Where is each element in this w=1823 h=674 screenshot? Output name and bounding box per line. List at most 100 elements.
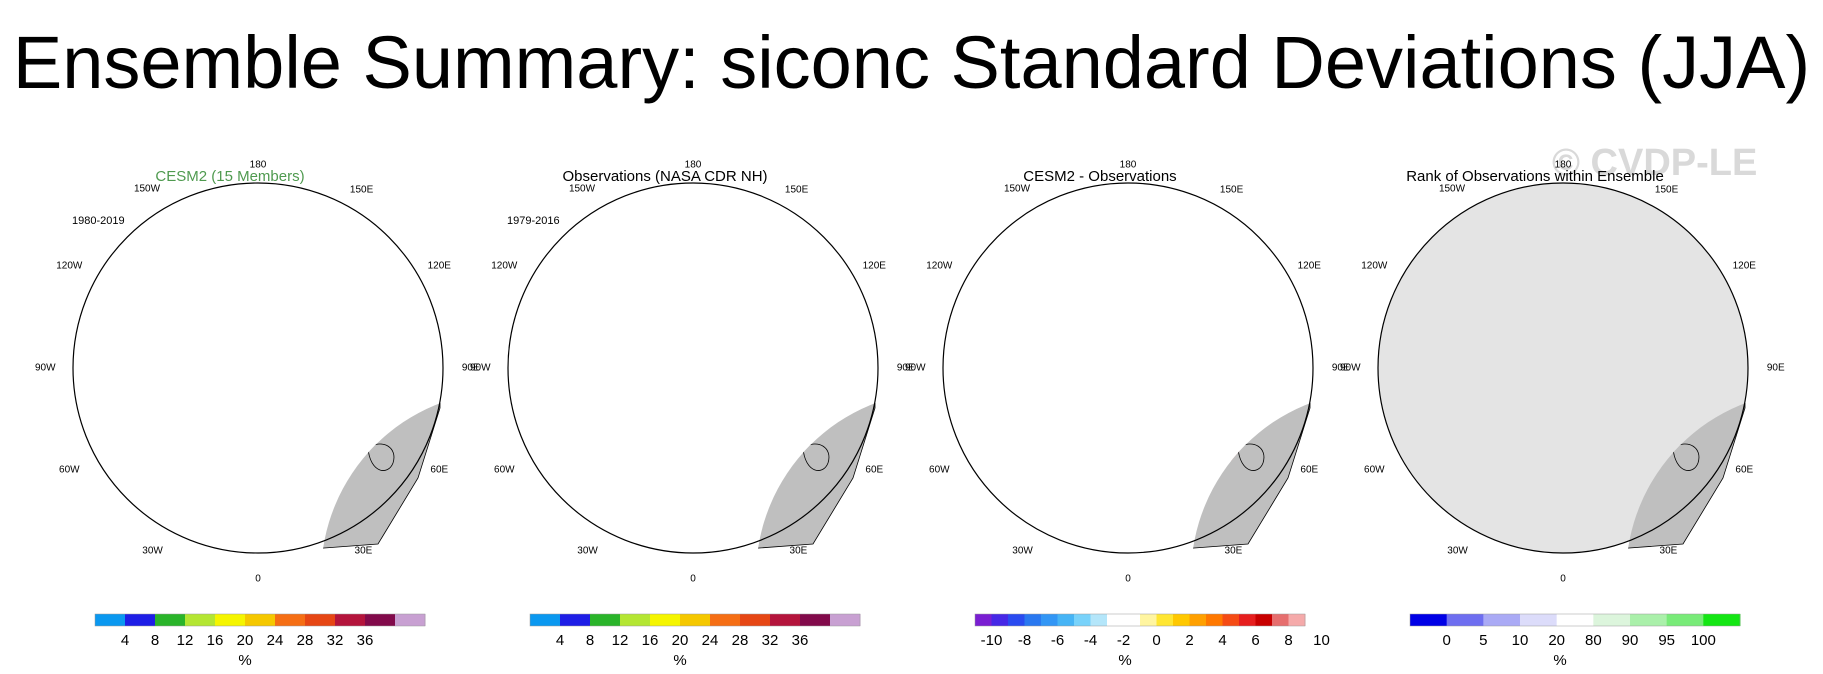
colorbar-swatch (1239, 614, 1256, 626)
colorbar-swatch (1556, 614, 1594, 626)
longitude-label: 180 (1554, 159, 1572, 170)
colorbar-unit: % (1553, 652, 1567, 669)
longitude-label: 60W (929, 464, 950, 476)
longitude-label: 120W (1361, 260, 1388, 272)
colorbar-swatch (1288, 614, 1306, 626)
colorbar-tick-label: 8 (150, 632, 160, 649)
longitude-label: 0 (1560, 573, 1566, 585)
page-title: Ensemble Summary: siconc Standard Deviat… (12, 21, 1811, 104)
colorbar-tick-label: 90 (1621, 632, 1639, 649)
land-mass-3 (1672, 443, 1700, 471)
longitude-label: 120E (1297, 260, 1321, 272)
longitude-label: 90E (461, 362, 480, 374)
land-mass-0 (1626, 391, 1746, 551)
colorbar-tick-label: 28 (296, 632, 314, 649)
longitude-label: 180 (684, 159, 702, 170)
colorbar-swatch (740, 614, 771, 626)
land-mass-0 (321, 391, 441, 551)
colorbar-swatch (1255, 614, 1273, 626)
colorbar-swatch (1074, 614, 1091, 626)
colorbar-tick-label: 28 (731, 632, 749, 649)
longitude-label: 90E (1331, 362, 1350, 374)
colorbar-tick-label: 10 (1313, 632, 1330, 649)
longitude-label: 120W (926, 260, 953, 272)
colorbar-swatch (125, 614, 156, 626)
longitude-label: 120W (491, 260, 518, 272)
longitude-label: 30W (1012, 545, 1033, 557)
colorbar-swatch (1206, 614, 1223, 626)
longitude-label: 0 (1125, 573, 1131, 585)
colorbar-swatch (1703, 614, 1741, 626)
colorbar-border (94, 613, 426, 627)
colorbar-tick-label: 24 (266, 632, 284, 649)
panel-title: Observations (NASA CDR NH) (562, 168, 768, 185)
polar-map (507, 182, 879, 554)
longitude-label: 90W (1339, 362, 1361, 374)
longitude-label: 150E (1219, 184, 1244, 196)
longitude-label: 90E (1766, 362, 1785, 374)
panel-title: CESM2 (15 Members) (155, 168, 305, 185)
map-background (508, 183, 878, 553)
panel-title: CESM2 - Observations (1023, 168, 1177, 185)
longitude-label: 0 (255, 573, 261, 585)
map-boundary (507, 182, 879, 554)
longitude-label: 180 (249, 159, 267, 170)
longitude-label: 120E (1732, 260, 1756, 272)
colorbar-swatch (1520, 614, 1558, 626)
colorbar: 4 8 12 16 20 24 28 32 36% (455, 612, 875, 672)
period-label: 1980-2019 (72, 215, 125, 227)
colorbar-tick-label: 0 (1442, 632, 1451, 649)
colorbar-swatch (560, 614, 591, 626)
colorbar-tick-label: 24 (701, 632, 719, 649)
colorbar-tick-label: 4 (555, 632, 565, 649)
colorbar-tick-label: -4 (1083, 632, 1098, 649)
colorbar-tick-label: 12 (611, 632, 629, 649)
colorbar-swatch (185, 614, 216, 626)
colorbar-tick-label: 32 (761, 632, 779, 649)
longitude-label: 0 (690, 573, 696, 585)
colorbar-tick-label: 8 (585, 632, 595, 649)
colorbar-tick-label: 6 (1251, 632, 1260, 649)
colorbar-tick-label: 20 (671, 632, 689, 649)
colorbar-tick-label: 16 (641, 632, 659, 649)
colorbar-swatch (1041, 614, 1058, 626)
panel-rank: Rank of Observations within Ensemble 180… (1315, 159, 1785, 670)
colorbar-swatch (1593, 614, 1631, 626)
colorbar-swatch (1140, 614, 1157, 626)
colorbar-unit: % (673, 652, 687, 669)
land-mass-0 (756, 391, 876, 551)
colorbar-tick-label: 20 (1548, 632, 1565, 649)
longitude-label: 120E (427, 260, 451, 272)
colorbar-swatch (991, 614, 1009, 626)
colorbar-swatch (245, 614, 276, 626)
colorbar: -10 -8 -6 -4 -2 0 2 4 6 8 10% (890, 612, 1330, 672)
longitude-label: 30E (789, 545, 808, 557)
colorbar-swatch (395, 614, 426, 626)
colorbar-swatch (620, 614, 651, 626)
map-background (1378, 183, 1748, 553)
watermark: © CVDP-LE (1552, 142, 1758, 184)
polar-map (1377, 182, 1749, 554)
land-mass-3 (1237, 443, 1265, 471)
longitude-label: 90E (896, 362, 915, 374)
map-boundary (72, 182, 444, 554)
colorbar-swatch (1008, 614, 1025, 626)
land-mass-0 (1191, 391, 1311, 551)
colorbar-tick-label: 12 (176, 632, 194, 649)
longitude-label: 60W (1364, 464, 1385, 476)
map-boundary (1377, 182, 1749, 554)
longitude-label: 150W (1438, 183, 1466, 195)
longitude-label: 60E (430, 464, 449, 476)
colorbar-swatch (1410, 614, 1448, 626)
colorbar-swatch (1173, 614, 1190, 626)
colorbar: 4 8 12 16 20 24 28 32 36% (20, 612, 440, 672)
colorbar-swatch (275, 614, 306, 626)
longitude-label: 150W (1003, 183, 1031, 195)
colorbar-swatch (1090, 614, 1108, 626)
polar-map (72, 182, 444, 554)
colorbar-tick-label: 80 (1584, 632, 1602, 649)
period-label: 1979-2016 (507, 215, 560, 227)
colorbar-tick-label: 10 (1511, 632, 1529, 649)
colorbar-tick-label: 8 (1284, 632, 1293, 649)
map-background (943, 183, 1313, 553)
